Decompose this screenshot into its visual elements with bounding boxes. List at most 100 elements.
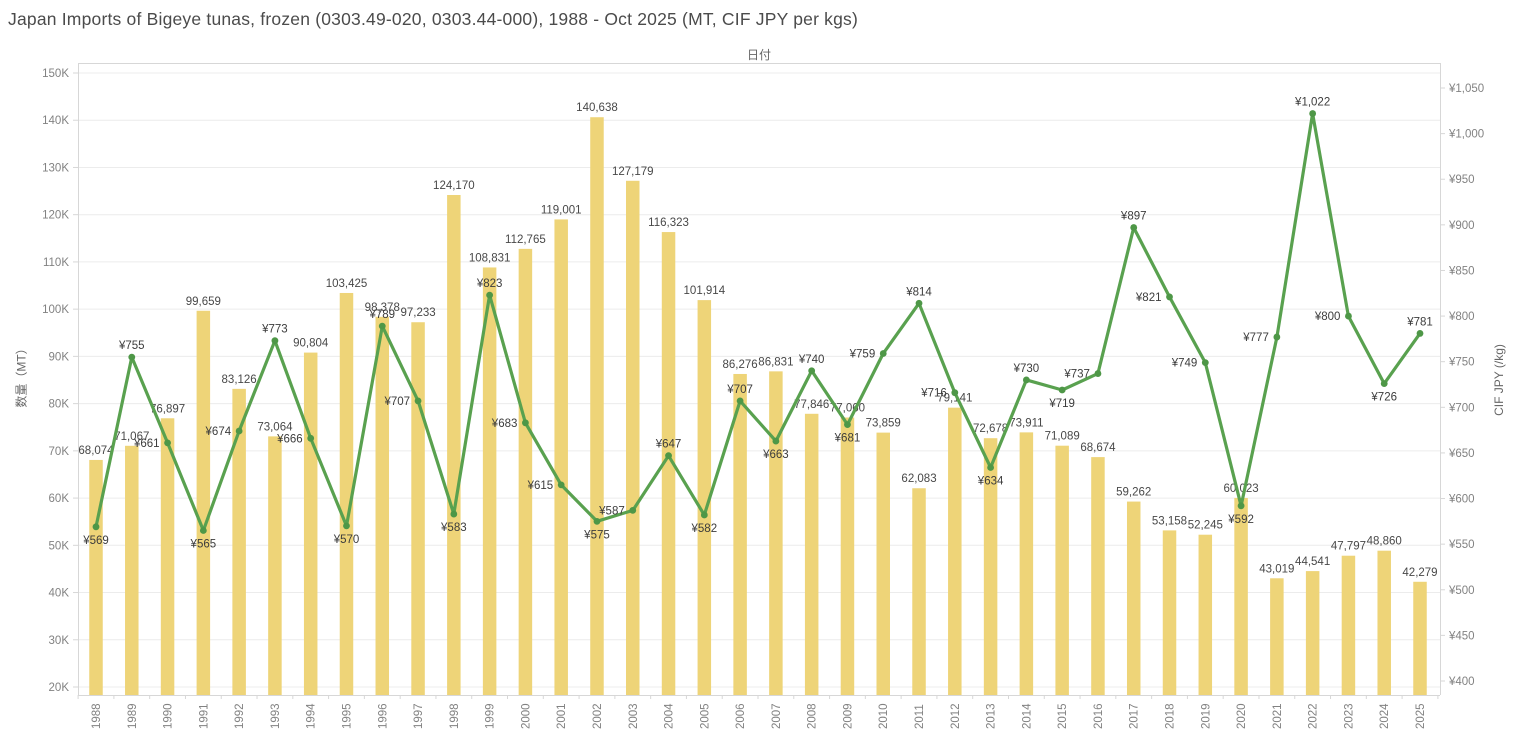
price-point-1994[interactable] [307, 434, 315, 442]
x-tick-label-2014: 2014 [1021, 703, 1033, 729]
price-point-2017[interactable] [1130, 224, 1138, 231]
price-point-1989[interactable] [128, 353, 136, 361]
bar-2023[interactable] [1341, 555, 1356, 695]
bar-label-2023: 47,797 [1331, 541, 1366, 553]
price-point-2010[interactable] [879, 350, 887, 357]
bar-2008[interactable] [804, 413, 819, 695]
bar-label-2021: 43,019 [1259, 563, 1294, 575]
bar-1996[interactable] [375, 316, 390, 695]
bar-2001[interactable] [554, 219, 568, 696]
price-point-2023[interactable] [1345, 312, 1352, 320]
x-tick-label-2011: 2011 [914, 704, 926, 729]
bar-2009[interactable] [840, 417, 855, 695]
price-point-2018[interactable] [1166, 293, 1173, 301]
price-point-2006[interactable] [736, 397, 744, 405]
price-point-2000[interactable] [522, 419, 529, 427]
bar-2007[interactable] [769, 371, 783, 695]
bar-label-2003: 127,179 [612, 166, 654, 178]
price-point-2005[interactable] [700, 511, 708, 519]
bar-2021[interactable] [1270, 578, 1284, 695]
bar-label-1999: 108,831 [469, 252, 511, 264]
price-point-2003[interactable] [629, 506, 637, 514]
bar-2000[interactable] [518, 248, 533, 695]
price-label-2000: ¥683 [491, 418, 518, 430]
right-tick-label: ¥650 [1448, 448, 1475, 460]
bar-2003[interactable] [626, 180, 640, 695]
bar-1999[interactable] [482, 267, 497, 695]
price-label-2013: ¥634 [977, 476, 1004, 488]
price-label-2015: ¥719 [1048, 398, 1075, 410]
price-point-1990[interactable] [164, 439, 171, 447]
bar-2024[interactable] [1377, 550, 1391, 695]
bar-1995[interactable] [339, 292, 354, 695]
bar-2012[interactable] [948, 407, 962, 695]
bar-1997[interactable] [411, 322, 425, 695]
price-point-2024[interactable] [1380, 380, 1388, 387]
price-point-2015[interactable] [1058, 386, 1066, 394]
bar-1990[interactable] [160, 418, 175, 695]
bar-1992[interactable] [232, 388, 246, 695]
x-tick-label-2000: 2000 [520, 703, 532, 729]
x-tick-label-1996: 1996 [377, 703, 389, 729]
bar-1988[interactable] [89, 459, 103, 695]
price-point-2021[interactable] [1273, 333, 1281, 341]
bar-1998[interactable] [447, 194, 461, 695]
right-tick-label: ¥550 [1448, 539, 1475, 551]
price-point-2008[interactable] [808, 367, 816, 375]
bar-2011[interactable] [912, 488, 926, 695]
bar-label-2004: 116,323 [648, 217, 689, 229]
bar-1991[interactable] [196, 310, 211, 695]
left-tick-label: 60K [49, 493, 70, 505]
bar-2002[interactable] [590, 117, 604, 695]
bar-1989[interactable] [125, 445, 139, 695]
bar-2015[interactable] [1055, 445, 1069, 695]
bar-label-1992: 83,126 [222, 374, 257, 386]
price-point-1995[interactable] [343, 522, 350, 530]
price-point-2004[interactable] [665, 452, 672, 460]
price-point-2012[interactable] [951, 389, 959, 397]
price-point-1996[interactable] [378, 322, 386, 330]
bar-label-2010: 73,859 [866, 418, 901, 430]
price-label-2003: ¥587 [598, 505, 625, 517]
price-point-1998[interactable] [450, 510, 458, 518]
bar-2019[interactable] [1198, 534, 1213, 695]
bar-2005[interactable] [697, 300, 712, 695]
price-point-2007[interactable] [772, 437, 780, 445]
price-point-2016[interactable] [1094, 370, 1102, 377]
price-point-2009[interactable] [844, 421, 851, 429]
price-point-2014[interactable] [1022, 376, 1030, 384]
bar-2025[interactable] [1413, 581, 1427, 695]
price-point-1988[interactable] [92, 523, 100, 531]
price-label-1996: ¥789 [368, 309, 395, 321]
price-point-2011[interactable] [915, 299, 923, 307]
price-point-2002[interactable] [593, 517, 601, 525]
bar-2006[interactable] [733, 373, 747, 695]
bar-2022[interactable] [1305, 571, 1320, 695]
price-point-2020[interactable] [1237, 502, 1245, 510]
price-point-2013[interactable] [987, 464, 994, 471]
price-point-2025[interactable] [1416, 330, 1424, 337]
price-point-2001[interactable] [557, 481, 565, 489]
price-point-1999[interactable] [486, 291, 494, 299]
bar-2010[interactable] [876, 432, 890, 695]
price-point-1991[interactable] [199, 527, 207, 534]
price-point-2022[interactable] [1309, 110, 1317, 117]
bar-2020[interactable] [1234, 497, 1248, 695]
bar-2018[interactable] [1162, 530, 1177, 695]
price-point-1992[interactable] [235, 427, 243, 435]
bar-2004[interactable] [661, 232, 676, 695]
bar-1993[interactable] [268, 436, 282, 695]
price-point-1993[interactable] [271, 337, 279, 345]
price-point-1997[interactable] [414, 397, 422, 405]
bar-2017[interactable] [1126, 501, 1141, 695]
right-tick-label: ¥600 [1448, 494, 1475, 506]
bar-1994[interactable] [303, 352, 318, 695]
price-point-2019[interactable] [1201, 359, 1209, 367]
bar-label-1993: 73,064 [257, 421, 293, 433]
left-tick-label: 100K [42, 304, 69, 316]
bar-2014[interactable] [1019, 432, 1034, 695]
price-label-2025: ¥781 [1406, 316, 1433, 328]
left-tick-label: 40K [49, 588, 70, 600]
bar-2013[interactable] [983, 438, 998, 695]
bar-2016[interactable] [1091, 457, 1105, 695]
